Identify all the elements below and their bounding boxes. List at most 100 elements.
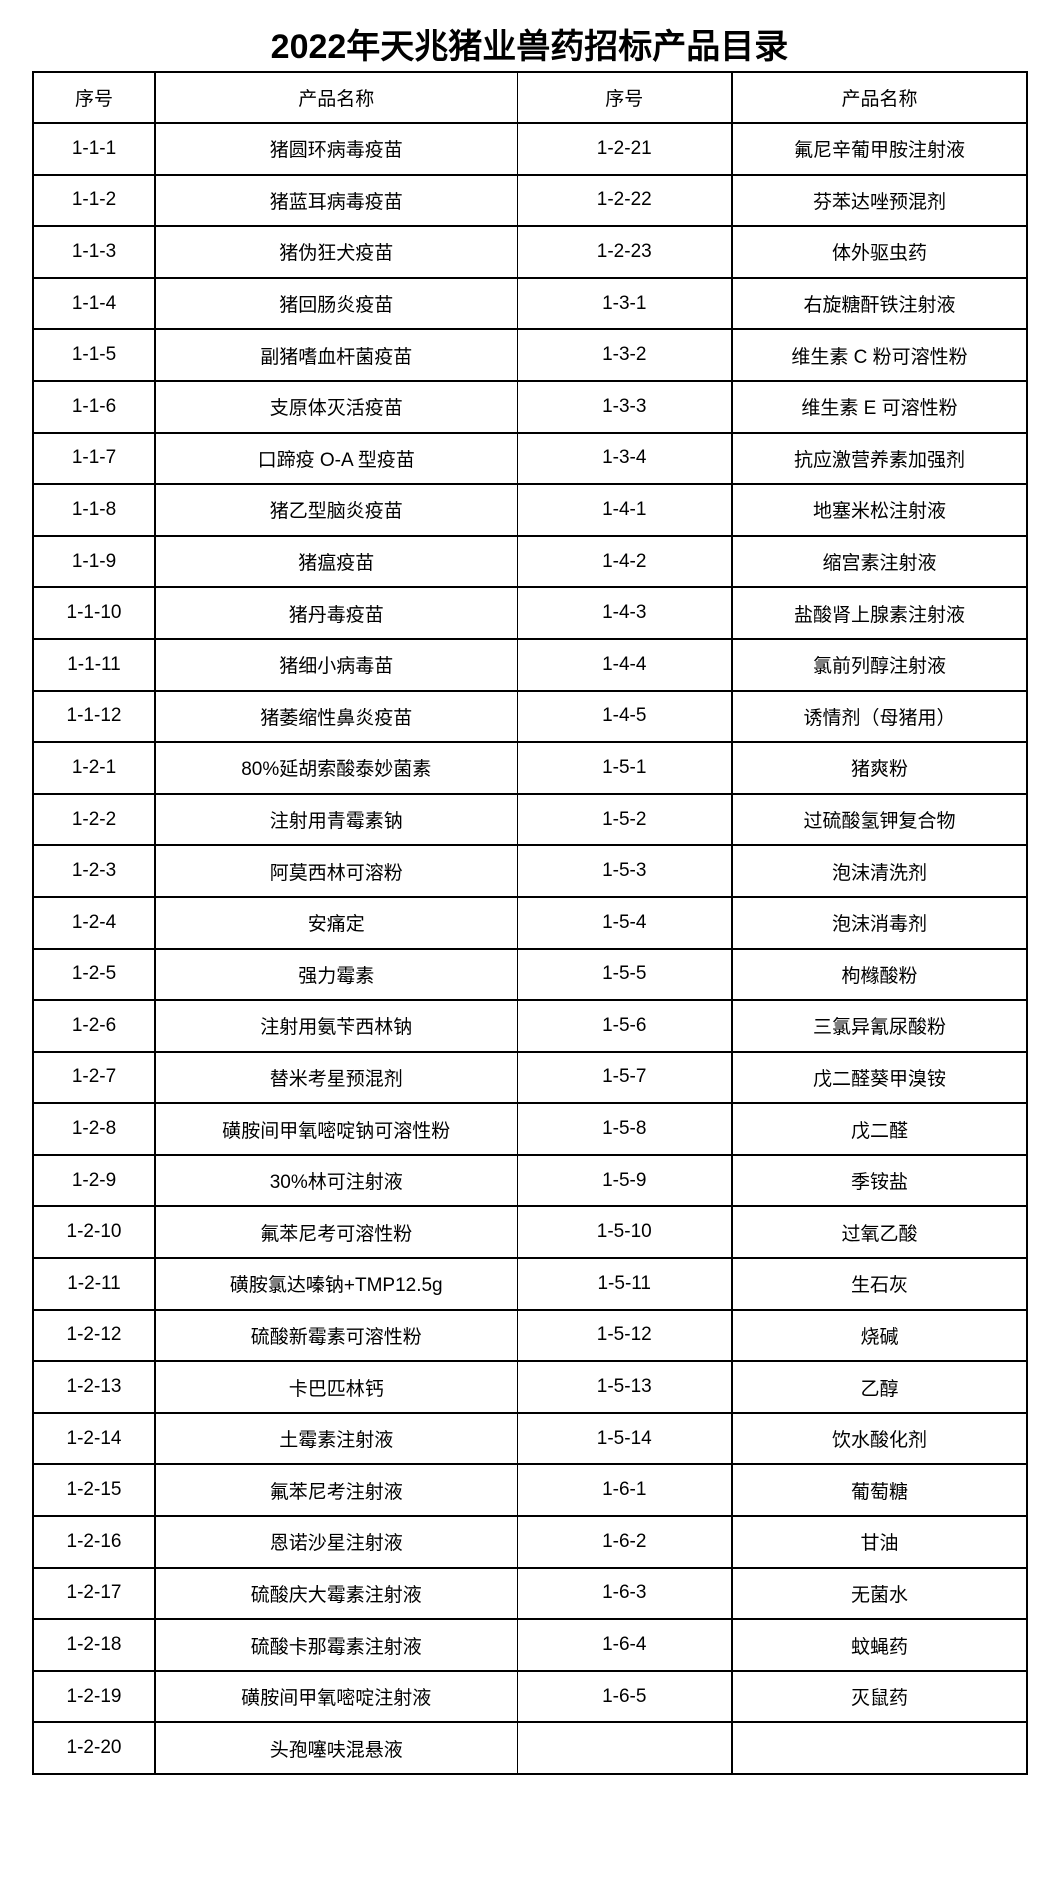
product-name-cell-right: 蚊蝇药 (731, 1618, 1028, 1672)
seq-cell-left: 1-1-6 (32, 379, 156, 434)
product-name-cell-right: 季铵盐 (731, 1153, 1028, 1208)
product-name-cell-right: 氯前列醇注射液 (731, 637, 1028, 692)
product-name-cell-left: 硫酸庆大霉素注射液 (154, 1566, 518, 1621)
product-name-cell-right: 生石灰 (731, 1257, 1028, 1311)
table-row: 1-2-10 氟苯尼考可溶性粉 1-5-10 过氧乙酸 (32, 1205, 1028, 1260)
table-row: 1-2-20 头孢噻呋混悬液 (32, 1721, 1028, 1775)
product-name-cell-right: 右旋糖酐铁注射液 (731, 276, 1028, 331)
seq-cell-right: 1-5-9 (516, 1153, 733, 1208)
seq-cell-right: 1-3-3 (516, 379, 733, 434)
table-row: 1-1-10 猪丹毒疫苗 1-4-3 盐酸肾上腺素注射液 (32, 586, 1028, 640)
product-name-cell-left: 硫酸新霉素可溶性粉 (154, 1308, 518, 1363)
seq-cell-left: 1-2-3 (32, 844, 156, 898)
table-row: 1-2-7 替米考星预混剂 1-5-7 戊二醛葵甲溴铵 (32, 1050, 1028, 1105)
table-row: 1-1-6 支原体灭活疫苗 1-3-3 维生素 E 可溶性粉 (32, 379, 1028, 434)
seq-cell-left: 1-1-1 (32, 122, 156, 176)
product-name-cell-left: 恩诺沙星注射液 (154, 1515, 518, 1569)
product-name-cell-right: 泡沫消毒剂 (731, 895, 1028, 950)
seq-cell-left: 1-2-7 (32, 1050, 156, 1105)
product-name-cell-right: 戊二醛 (731, 1102, 1028, 1156)
seq-cell-left: 1-1-4 (32, 276, 156, 331)
table-row: 1-2-18 硫酸卡那霉素注射液 1-6-4 蚊蝇药 (32, 1618, 1028, 1672)
product-name-cell-left: 卡巴匹林钙 (154, 1360, 518, 1414)
table-row: 1-2-1 80%延胡索酸泰妙菌素 1-5-1 猪爽粉 (32, 741, 1028, 795)
seq-cell-left: 1-1-12 (32, 689, 156, 744)
table-row: 1-2-12 硫酸新霉素可溶性粉 1-5-12 烧碱 (32, 1308, 1028, 1363)
product-name-cell-left: 硫酸卡那霉素注射液 (154, 1618, 518, 1672)
product-name-cell-left: 安痛定 (154, 895, 518, 950)
table-row: 1-1-8 猪乙型脑炎疫苗 1-4-1 地塞米松注射液 (32, 483, 1028, 537)
product-name-cell-left: 猪回肠炎疫苗 (154, 276, 518, 331)
seq-cell-left: 1-2-5 (32, 947, 156, 1002)
seq-cell-right: 1-4-4 (516, 637, 733, 692)
product-name-cell-right (731, 1721, 1028, 1775)
product-name-cell-right: 葡萄糖 (731, 1463, 1028, 1518)
seq-cell-left: 1-2-13 (32, 1360, 156, 1414)
product-name-cell-left: 注射用氨苄西林钠 (154, 999, 518, 1053)
product-name-cell-right: 芬苯达唑预混剂 (731, 173, 1028, 228)
seq-cell-right: 1-6-2 (516, 1515, 733, 1569)
product-name-cell-right: 维生素 C 粉可溶性粉 (731, 328, 1028, 382)
product-name-cell-left: 猪伪狂犬疫苗 (154, 225, 518, 279)
seq-cell-left: 1-2-18 (32, 1618, 156, 1672)
seq-cell-left: 1-1-5 (32, 328, 156, 382)
product-name-cell-right: 饮水酸化剂 (731, 1411, 1028, 1466)
seq-cell-right: 1-5-5 (516, 947, 733, 1002)
table-row: 1-1-4 猪回肠炎疫苗 1-3-1 右旋糖酐铁注射液 (32, 276, 1028, 331)
header-seq-1: 序号 (32, 71, 156, 124)
seq-cell-left: 1-1-7 (32, 431, 156, 486)
product-name-cell-left: 土霉素注射液 (154, 1411, 518, 1466)
product-name-cell-left: 80%延胡索酸泰妙菌素 (154, 741, 518, 795)
product-name-cell-right: 无菌水 (731, 1566, 1028, 1621)
seq-cell-right: 1-4-5 (516, 689, 733, 744)
seq-cell-left: 1-2-9 (32, 1153, 156, 1208)
seq-cell-left: 1-2-6 (32, 999, 156, 1053)
table-row: 1-1-5 副猪嗜血杆菌疫苗 1-3-2 维生素 C 粉可溶性粉 (32, 328, 1028, 382)
table-row: 1-2-16 恩诺沙星注射液 1-6-2 甘油 (32, 1515, 1028, 1569)
product-name-cell-left: 副猪嗜血杆菌疫苗 (154, 328, 518, 382)
seq-cell-left: 1-1-11 (32, 637, 156, 692)
seq-cell-left: 1-2-2 (32, 792, 156, 847)
product-name-cell-left: 阿莫西林可溶粉 (154, 844, 518, 898)
product-name-cell-right: 体外驱虫药 (731, 225, 1028, 279)
product-name-cell-right: 烧碱 (731, 1308, 1028, 1363)
product-name-cell-left: 猪丹毒疫苗 (154, 586, 518, 640)
product-name-cell-left: 氟苯尼考注射液 (154, 1463, 518, 1518)
seq-cell-right: 1-5-11 (516, 1257, 733, 1311)
header-name-1: 产品名称 (154, 71, 518, 124)
product-name-cell-right: 灭鼠药 (731, 1669, 1028, 1724)
table-row: 1-1-9 猪瘟疫苗 1-4-2 缩宫素注射液 (32, 534, 1028, 589)
product-name-cell-left: 猪瘟疫苗 (154, 534, 518, 589)
product-name-cell-left: 口蹄疫 O-A 型疫苗 (154, 431, 518, 486)
document-title: 2022年天兆猪业兽药招标产品目录 (270, 28, 789, 66)
seq-cell-left: 1-2-17 (32, 1566, 156, 1621)
seq-cell-right: 1-5-8 (516, 1102, 733, 1156)
table-row: 1-2-6 注射用氨苄西林钠 1-5-6 三氯异氰尿酸粉 (32, 999, 1028, 1053)
seq-cell-right: 1-6-4 (516, 1618, 733, 1672)
table-row: 1-1-11 猪细小病毒苗 1-4-4 氯前列醇注射液 (32, 637, 1028, 692)
product-name-cell-left: 猪细小病毒苗 (154, 637, 518, 692)
seq-cell-left: 1-2-16 (32, 1515, 156, 1569)
product-name-cell-right: 抗应激营养素加强剂 (731, 431, 1028, 486)
table-row: 1-2-19 磺胺间甲氧嘧啶注射液 1-6-5 灭鼠药 (32, 1669, 1028, 1724)
seq-cell-left: 1-2-20 (32, 1721, 156, 1775)
seq-cell-right: 1-2-23 (516, 225, 733, 279)
seq-cell-left: 1-1-10 (32, 586, 156, 640)
product-name-cell-right: 诱情剂（母猪用） (731, 689, 1028, 744)
table-row: 1-2-2 注射用青霉素钠 1-5-2 过硫酸氢钾复合物 (32, 792, 1028, 847)
table-row: 1-2-3 阿莫西林可溶粉 1-5-3 泡沫清洗剂 (32, 844, 1028, 898)
seq-cell-right: 1-6-3 (516, 1566, 733, 1621)
product-name-cell-left: 替米考星预混剂 (154, 1050, 518, 1105)
table-row: 1-2-14 土霉素注射液 1-5-14 饮水酸化剂 (32, 1411, 1028, 1466)
table-row: 1-1-7 口蹄疫 O-A 型疫苗 1-3-4 抗应激营养素加强剂 (32, 431, 1028, 486)
seq-cell-left: 1-1-8 (32, 483, 156, 537)
seq-cell-right: 1-5-1 (516, 741, 733, 795)
product-name-cell-right: 氟尼辛葡甲胺注射液 (731, 122, 1028, 176)
table-row: 1-2-5 强力霉素 1-5-5 枸橼酸粉 (32, 947, 1028, 1002)
seq-cell-right: 1-5-12 (516, 1308, 733, 1363)
product-name-cell-left: 猪圆环病毒疫苗 (154, 122, 518, 176)
seq-cell-left: 1-2-19 (32, 1669, 156, 1724)
header-seq-2: 序号 (516, 71, 733, 124)
seq-cell-left: 1-1-9 (32, 534, 156, 589)
seq-cell-right: 1-5-6 (516, 999, 733, 1053)
